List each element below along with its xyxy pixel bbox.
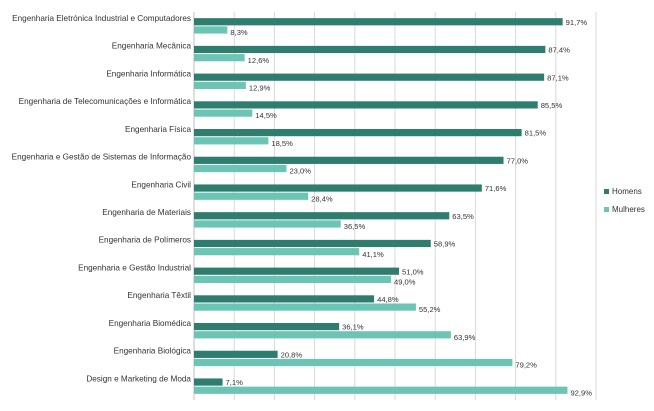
bar-mulheres — [194, 303, 416, 311]
bar-mulheres — [194, 192, 309, 200]
data-label: 87,4% — [548, 46, 570, 55]
category-label: Design e Marketing de Moda — [86, 374, 191, 383]
data-label: 44,8% — [377, 295, 399, 304]
bar-mulheres — [194, 81, 246, 89]
category-label: Engenharia Física — [125, 125, 191, 134]
category-label: Engenharia Eletrónica Industrial e Compu… — [12, 14, 191, 23]
data-label: 92,9% — [570, 388, 592, 397]
category-label: Engenharia de Telecomunicações e Informá… — [19, 97, 192, 106]
bar-homens — [194, 129, 522, 137]
data-label: 91,7% — [566, 18, 588, 27]
data-label: 87,1% — [547, 73, 569, 82]
category-label: Engenharia Têxtil — [127, 291, 191, 300]
category-label: Engenharia Biomédica — [109, 319, 192, 328]
data-label: 81,5% — [525, 129, 547, 138]
category-label: Engenharia de Polímeros — [99, 236, 191, 245]
legend-swatch — [604, 207, 609, 212]
bar-mulheres — [194, 164, 287, 173]
bar-homens — [194, 101, 538, 109]
bar-mulheres — [194, 358, 513, 367]
bar-homens — [194, 18, 563, 26]
data-label: 8,3% — [230, 28, 248, 37]
data-label: 55,2% — [419, 305, 441, 314]
data-label: 23,0% — [289, 167, 311, 176]
data-label: 63,9% — [454, 333, 476, 342]
bar-homens — [194, 350, 278, 358]
category-label: Engenharia Informática — [106, 69, 191, 78]
bar-mulheres — [194, 386, 568, 394]
data-label: 7,1% — [226, 378, 244, 387]
data-label: 58,9% — [434, 240, 456, 249]
bar-homens — [194, 295, 375, 303]
bar-mulheres — [194, 220, 341, 228]
bar-homens — [194, 73, 545, 81]
legend-label: Homens — [612, 187, 642, 196]
category-label: Engenharia de Materiais — [102, 208, 191, 217]
category-label: Engenharia e Gestão de Sistemas de Infor… — [12, 153, 192, 162]
bar-mulheres — [194, 331, 451, 339]
bar-mulheres — [194, 275, 391, 283]
bar-homens — [194, 239, 431, 248]
data-label: 85,5% — [541, 101, 563, 110]
bar-homens — [194, 323, 340, 331]
data-label: 18,5% — [271, 139, 293, 148]
bar-mulheres — [194, 54, 245, 62]
bar-homens — [194, 267, 400, 275]
bar-homens — [194, 212, 450, 220]
bar-homens — [194, 184, 482, 192]
data-label: 20,8% — [281, 350, 303, 359]
data-label: 63,5% — [452, 212, 474, 221]
category-label: Engenharia e Gestão Industrial — [78, 263, 191, 272]
category-label: Engenharia Mecânica — [112, 42, 192, 51]
data-label: 77,0% — [507, 156, 529, 165]
bar-mulheres — [194, 109, 253, 117]
legend-label: Mulheres — [612, 205, 645, 214]
data-label: 51,0% — [402, 267, 424, 276]
bar-mulheres — [194, 248, 360, 256]
data-label: 12,9% — [249, 83, 271, 92]
bar-homens — [194, 45, 546, 54]
bar-mulheres — [194, 26, 228, 34]
data-label: 71,6% — [485, 184, 507, 193]
category-label: Engenharia Biológica — [114, 347, 192, 356]
data-label: 28,4% — [311, 194, 333, 203]
bar-mulheres — [194, 137, 269, 145]
data-label: 41,1% — [362, 250, 384, 259]
data-label: 12,6% — [248, 56, 270, 65]
bar-homens — [194, 156, 504, 164]
bar-homens — [194, 378, 223, 386]
legend-swatch — [604, 189, 609, 194]
data-label: 79,2% — [515, 361, 537, 370]
data-label: 36,1% — [342, 323, 364, 332]
category-label: Engenharia Civil — [131, 180, 191, 189]
data-label: 36,5% — [344, 222, 366, 231]
data-label: 49,0% — [394, 277, 416, 286]
data-label: 14,5% — [255, 111, 277, 120]
